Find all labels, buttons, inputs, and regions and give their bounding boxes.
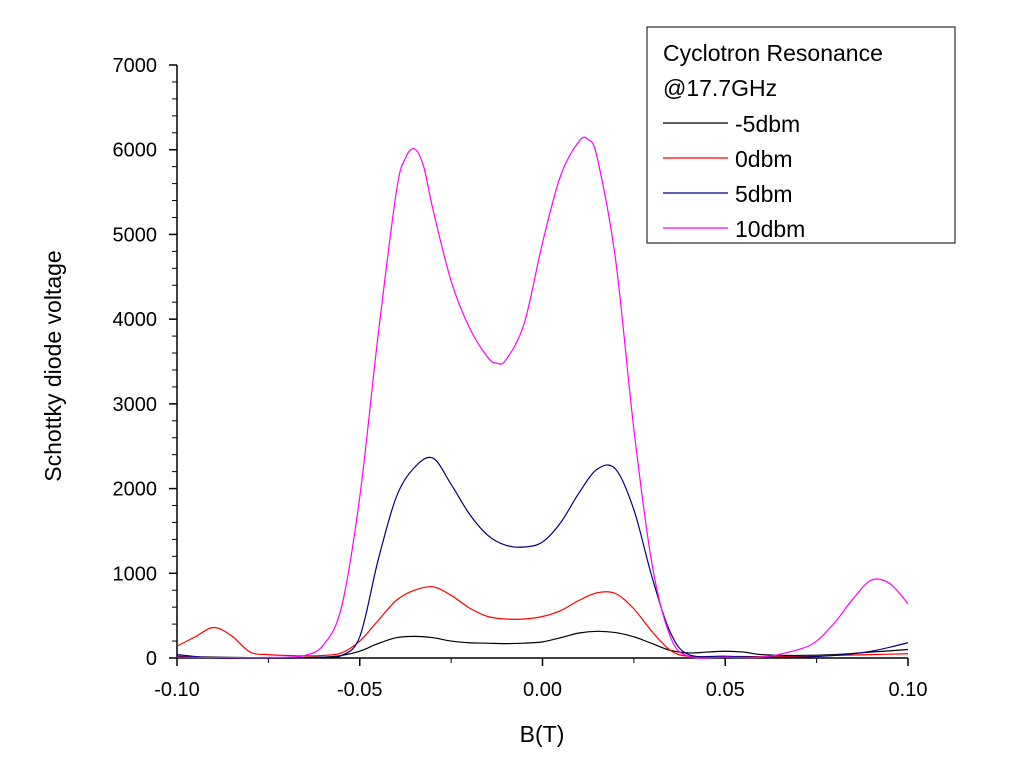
y-tick-label: 5000 <box>113 224 158 246</box>
y-tick-label: 7000 <box>113 55 158 77</box>
x-tick-label: 0.05 <box>706 679 745 701</box>
legend-title-line-2: @17.7GHz <box>663 75 777 101</box>
legend-label: -5dbm <box>735 111 800 137</box>
legend-label: 0dbm <box>735 146 793 172</box>
series-line-0dbm <box>176 586 909 658</box>
series-line-5dbm <box>176 630 909 659</box>
legend-box <box>646 26 956 244</box>
legend-label: 5dbm <box>735 181 793 207</box>
legend-title-line-1: Cyclotron Resonance <box>663 40 883 66</box>
legend-label: 10dbm <box>735 216 805 242</box>
series-group <box>176 136 909 659</box>
x-tick-label: -0.10 <box>154 679 200 701</box>
x-tick-label: -0.05 <box>337 679 383 701</box>
y-ticks: 0 1000 2000 3000 4000 5000 6000 7000 <box>113 55 177 670</box>
y-tick-label: 6000 <box>113 140 158 162</box>
x-tick-label: 0.10 <box>889 679 928 701</box>
y-tick-label: 1000 <box>113 563 158 585</box>
y-tick-label: 4000 <box>113 309 158 331</box>
series-line-5dbm <box>176 456 909 659</box>
legend: Cyclotron Resonance @17.7GHz -5dbm 0dbm 5d… <box>646 26 956 244</box>
y-tick-label: 0 <box>146 648 157 670</box>
y-tick-label: 2000 <box>113 479 158 501</box>
y-axis-title: Schottky diode voltage <box>40 250 66 481</box>
series-line-10dbm <box>176 136 909 659</box>
x-tick-label: 0.00 <box>523 679 562 701</box>
legend-entries: -5dbm 0dbm 5dbm 10dbm <box>663 111 805 242</box>
y-tick-label: 3000 <box>113 394 158 416</box>
x-ticks: -0.10 -0.05 0.00 0.05 0.10 <box>154 658 927 701</box>
x-axis-title: B(T) <box>520 721 565 747</box>
